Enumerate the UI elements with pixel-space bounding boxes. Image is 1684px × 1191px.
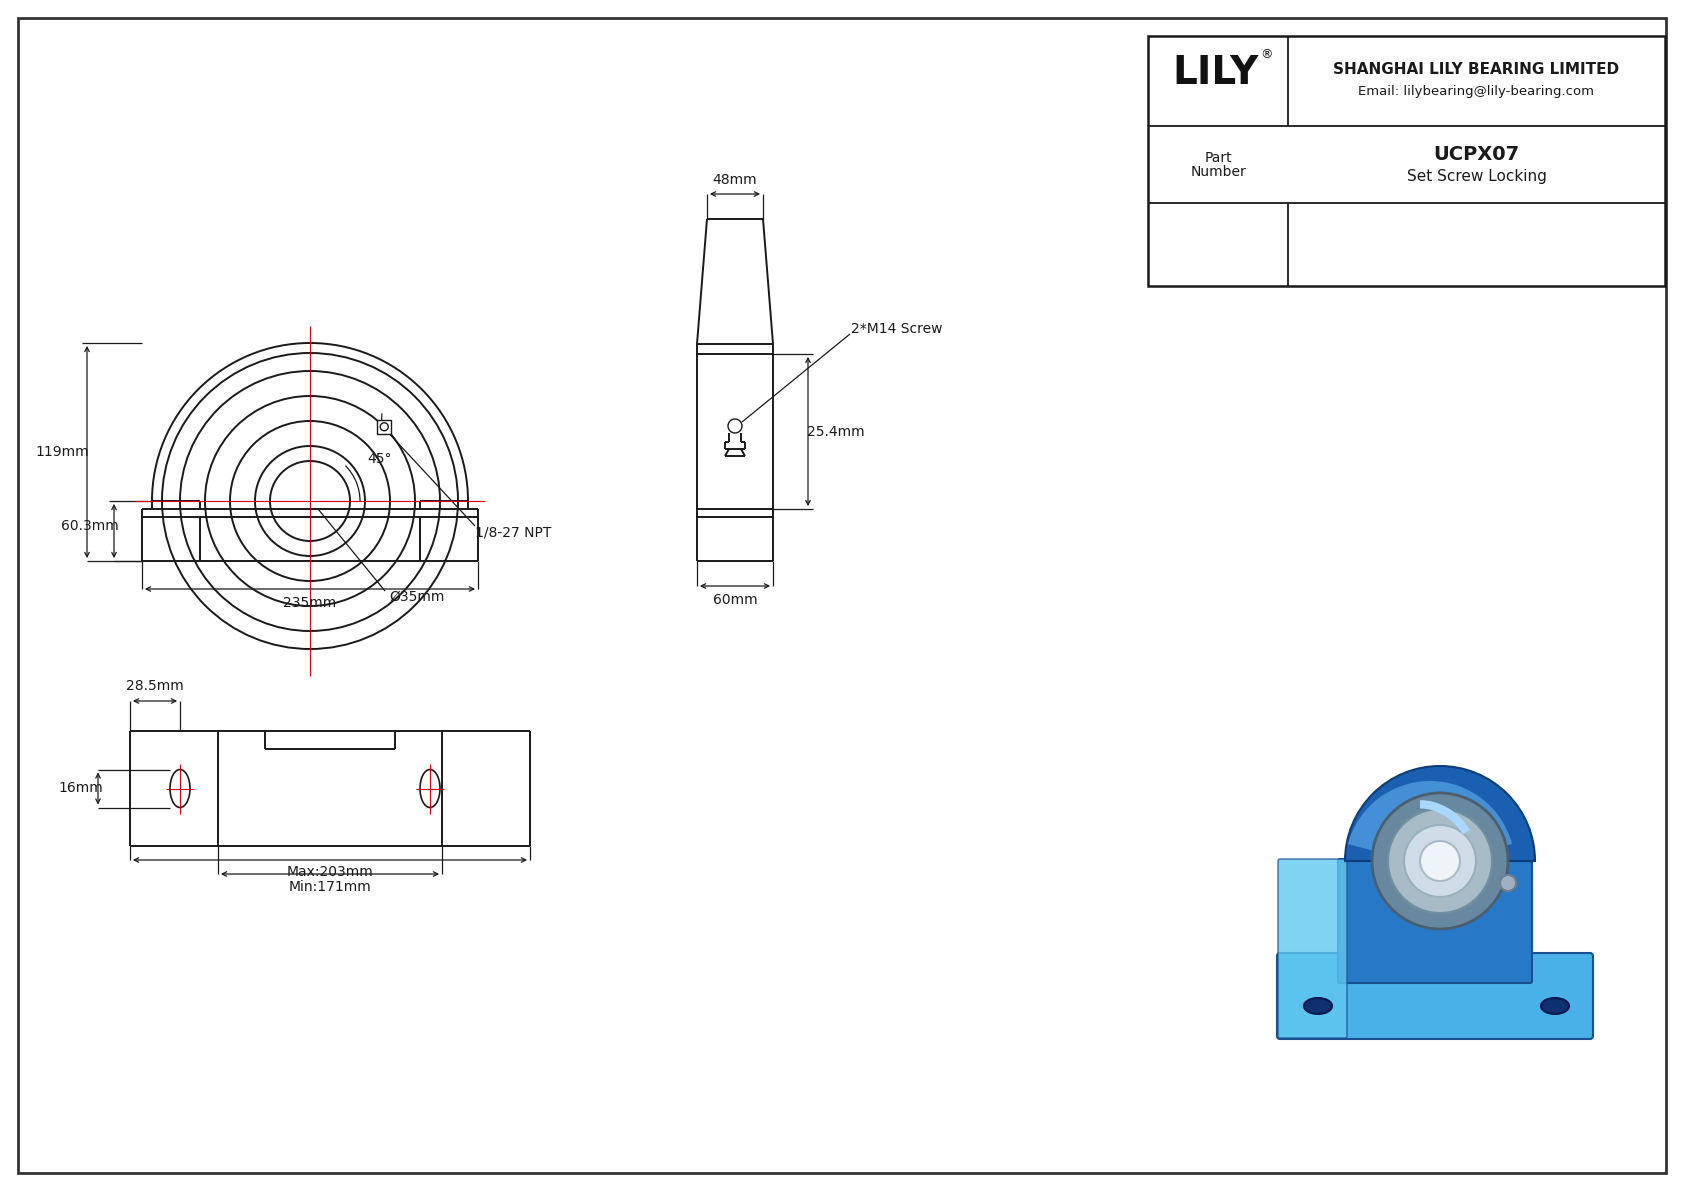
Text: 48mm: 48mm	[712, 173, 758, 187]
Text: Max:203mm: Max:203mm	[286, 865, 374, 879]
Text: Ø35mm: Ø35mm	[389, 590, 445, 604]
Text: Min:171mm: Min:171mm	[288, 880, 372, 894]
Text: 119mm: 119mm	[35, 445, 89, 459]
Circle shape	[1372, 793, 1507, 929]
Text: 1/8-27 NPT: 1/8-27 NPT	[475, 525, 551, 540]
Bar	[1148, 36, 1665, 286]
Circle shape	[1388, 809, 1492, 913]
Text: 60.3mm: 60.3mm	[61, 519, 120, 534]
Wedge shape	[1346, 766, 1536, 861]
Text: 60mm: 60mm	[712, 593, 758, 607]
Text: 16mm: 16mm	[59, 781, 103, 796]
Text: UCPX07: UCPX07	[1433, 145, 1519, 164]
Text: Part: Part	[1204, 151, 1231, 166]
FancyBboxPatch shape	[1278, 859, 1347, 1039]
Text: 25.4mm: 25.4mm	[807, 424, 866, 438]
Text: 235mm: 235mm	[283, 596, 337, 610]
Text: Email: lilybearing@lily-bearing.com: Email: lilybearing@lily-bearing.com	[1359, 86, 1595, 99]
FancyBboxPatch shape	[1339, 859, 1532, 983]
Ellipse shape	[1541, 998, 1569, 1014]
Text: 2*M14 Screw: 2*M14 Screw	[850, 322, 943, 336]
Circle shape	[1404, 825, 1475, 897]
FancyBboxPatch shape	[1276, 953, 1593, 1039]
Ellipse shape	[1303, 998, 1332, 1014]
Text: Set Screw Locking: Set Screw Locking	[1406, 169, 1546, 183]
Wedge shape	[1347, 781, 1512, 866]
Text: 28.5mm: 28.5mm	[126, 679, 184, 693]
Bar	[377, 419, 391, 434]
Text: Number: Number	[1191, 166, 1246, 180]
Text: SHANGHAI LILY BEARING LIMITED: SHANGHAI LILY BEARING LIMITED	[1334, 62, 1620, 76]
Text: LILY: LILY	[1172, 54, 1260, 92]
Text: 45°: 45°	[367, 453, 392, 466]
Text: ®: ®	[1260, 49, 1271, 62]
Circle shape	[1420, 841, 1460, 881]
Circle shape	[1500, 875, 1516, 891]
